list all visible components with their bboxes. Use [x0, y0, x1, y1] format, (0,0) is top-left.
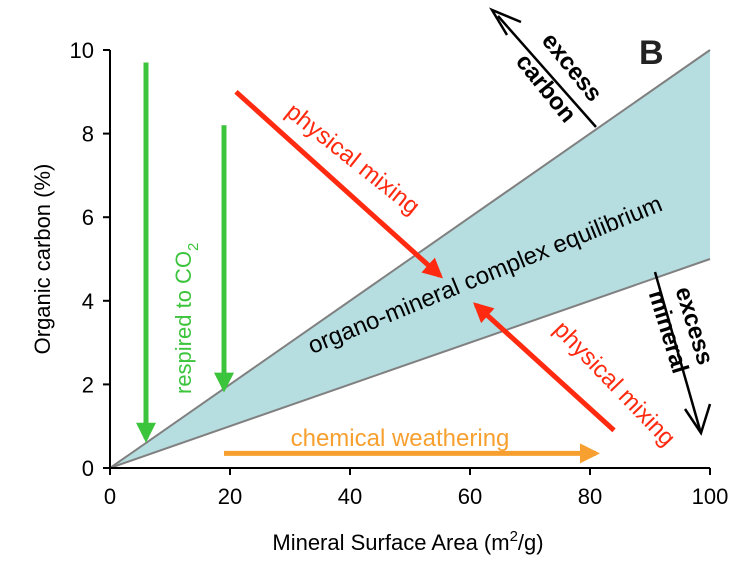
x-axis-title: Mineral Surface Area (m2/g): [272, 528, 543, 555]
y-tick-label: 6: [82, 205, 94, 230]
panel-label: B: [639, 34, 664, 72]
y-tick-label: 8: [82, 122, 94, 147]
x-tick-label: 100: [692, 484, 729, 509]
x-tick-label: 20: [218, 484, 242, 509]
annotation-arrows: [136, 62, 616, 464]
excess-carbon-arrow: [497, 15, 597, 128]
chemical-weathering-label: chemical weathering: [291, 425, 510, 452]
y-tick-label: 10: [70, 38, 94, 63]
x-tick-label: 60: [458, 484, 482, 509]
x-axis-ticks: 0 20 40 60 80 100: [104, 468, 728, 509]
physical-mixing-top-label: physical mixing: [281, 98, 425, 220]
y-axis-ticks: 0 2 4 6 8 10: [70, 38, 110, 481]
physical-mixing-arrow-bottom: [473, 302, 616, 433]
excess-mineral-arrowhead: [683, 403, 712, 436]
x-tick-label: 80: [578, 484, 602, 509]
x-tick-label: 40: [338, 484, 362, 509]
physical-mixing-arrow-top: [234, 89, 443, 279]
y-tick-label: 0: [82, 456, 94, 481]
respired-label: respired to CO2: [171, 243, 202, 394]
y-tick-label: 4: [82, 289, 94, 314]
excess-mineral-arrow: [653, 271, 702, 431]
x-tick-label: 0: [104, 484, 116, 509]
excess-carbon-arrowhead: [488, 7, 522, 36]
y-axis-title: Organic carbon (%): [30, 164, 55, 355]
band-lower-edge: [109, 258, 711, 469]
band-upper-edge: [109, 49, 711, 469]
y-tick-label: 2: [82, 372, 94, 397]
